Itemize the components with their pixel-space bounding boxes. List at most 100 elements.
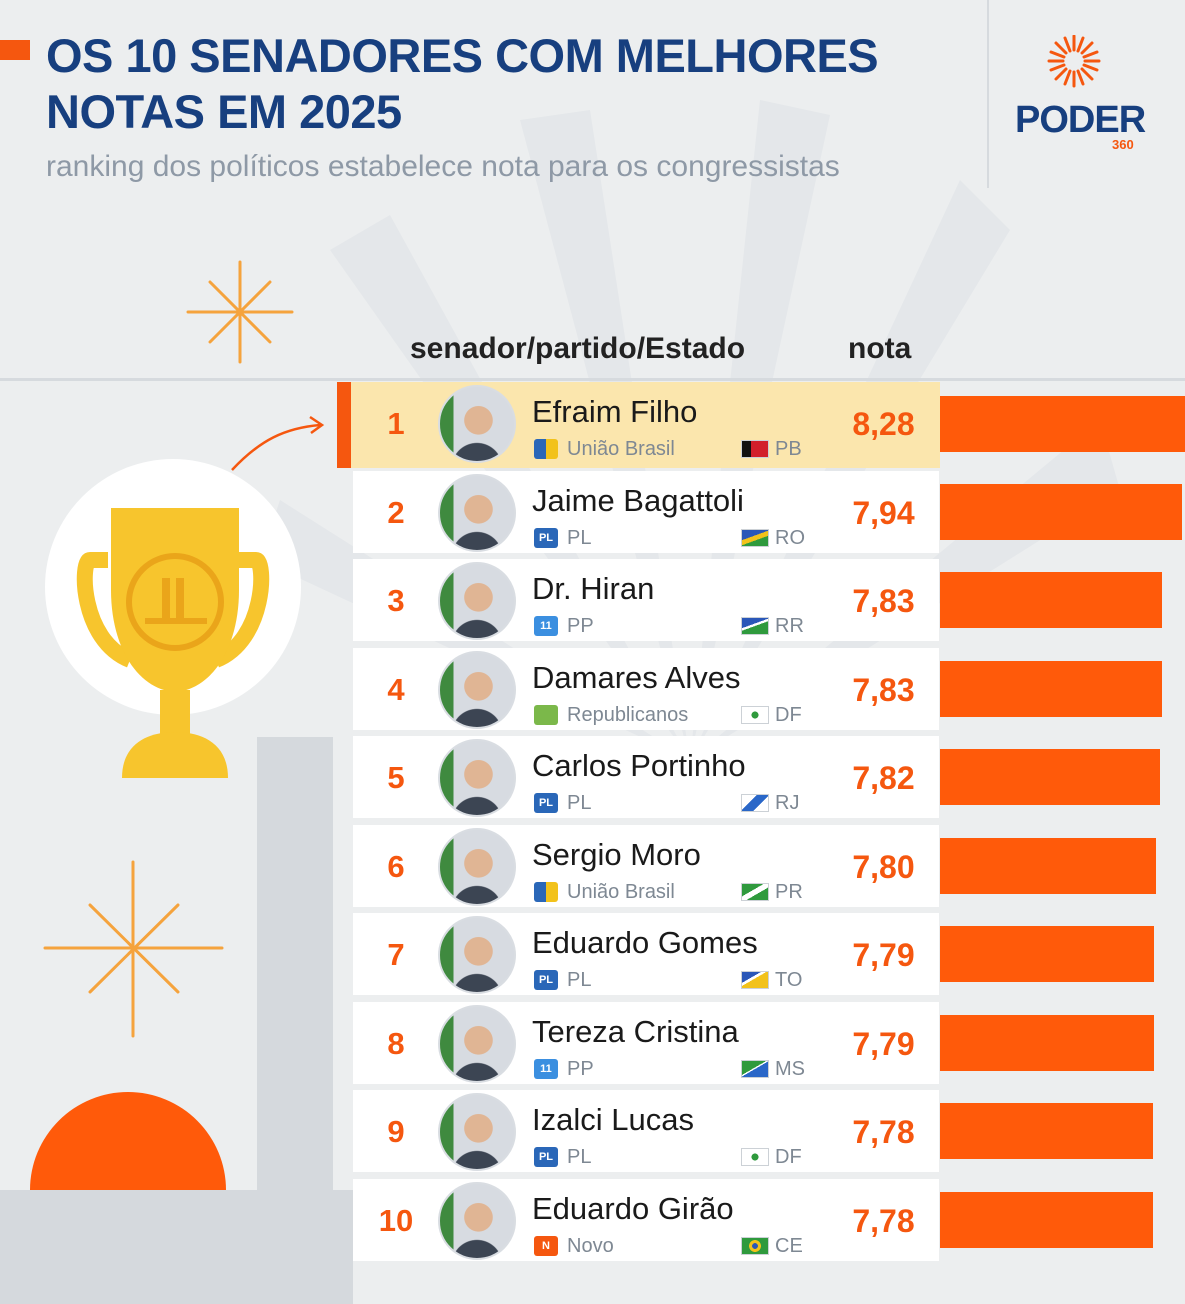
logo-text: PODER: [1015, 99, 1146, 141]
pp-icon: 11: [534, 616, 558, 636]
party: PL PL: [534, 792, 591, 814]
senator-row: 6 Sergio Moro União Brasil PR 7,80: [353, 825, 939, 907]
senator-name: Eduardo Gomes: [532, 925, 758, 960]
avatar: [438, 385, 516, 463]
score-label: 7,79: [852, 937, 915, 973]
page-subtitle: ranking dos políticos estabelece nota pa…: [46, 150, 840, 183]
score-bar: [940, 1192, 1153, 1248]
party-label: Republicanos: [567, 703, 689, 726]
flag-df-icon: [741, 706, 769, 724]
score-label: 8,28: [852, 406, 915, 442]
header-divider: [987, 0, 989, 188]
senator-row: 2 Jaime Bagattoli PL PL RO 7,94: [353, 471, 939, 553]
state: MS: [741, 1058, 805, 1080]
senator-name: Sergio Moro: [532, 837, 701, 872]
party: União Brasil: [534, 881, 675, 903]
score-label: 7,78: [852, 1114, 915, 1150]
party-label: União Brasil: [567, 437, 675, 460]
state-label: TO: [775, 968, 803, 991]
party: PL PL: [534, 527, 591, 549]
state: TO: [741, 969, 802, 991]
avatar: [438, 562, 516, 640]
party-label: PL: [567, 526, 592, 549]
sun-icon: [1047, 35, 1101, 88]
rank-label: 7: [387, 937, 405, 972]
score-label: 7,79: [852, 1026, 915, 1062]
rank-label: 2: [387, 495, 405, 530]
state: DF: [741, 704, 802, 726]
party: PL PL: [534, 969, 591, 991]
party: 11 PP: [534, 1058, 594, 1080]
uniao-brasil-icon: [534, 439, 558, 459]
pl-icon: PL: [534, 970, 558, 990]
senator-name: Eduardo Girão: [532, 1191, 734, 1226]
senator-row: 3 Dr. Hiran 11 PP RR 7,83: [353, 559, 939, 641]
score-label: 7,78: [852, 1203, 915, 1239]
flag-rr-icon: [741, 617, 769, 635]
state-label: RO: [775, 526, 805, 549]
flag-pr-icon: [741, 883, 769, 901]
score-bar: [940, 484, 1182, 540]
rank-label: 9: [387, 1114, 405, 1149]
flag-ro-icon: [741, 529, 769, 547]
state-label: RR: [775, 614, 804, 637]
novo-icon: N: [534, 1236, 558, 1256]
state: CE: [741, 1235, 803, 1257]
score-label: 7,82: [852, 760, 915, 796]
page-title: OS 10 SENADORES COM MELHORES NOTAS EM 20…: [46, 29, 879, 138]
score-bar: [940, 749, 1160, 805]
flag-df-icon: [741, 1148, 769, 1166]
state: RJ: [741, 792, 799, 814]
senator-row: 9 Izalci Lucas PL PL DF 7,78: [353, 1090, 939, 1172]
party-label: PP: [567, 614, 594, 637]
poder360-logo: PODER 360: [1010, 35, 1146, 160]
state: DF: [741, 1146, 802, 1168]
uniao-brasil-icon: [534, 882, 558, 902]
senator-row: 1 Efraim Filho União Brasil PB 8,28: [337, 382, 940, 468]
score-bar: [940, 1015, 1154, 1071]
rank-label: 10: [378, 1203, 414, 1238]
senator-row: 10 Eduardo Girão N Novo CE 7,78: [353, 1179, 939, 1261]
score-bar: [940, 838, 1156, 894]
senator-row: 5 Carlos Portinho PL PL RJ 7,82: [353, 736, 939, 818]
flag-ms-icon: [741, 1060, 769, 1078]
score-bar: [940, 396, 1185, 452]
avatar: [438, 1093, 516, 1171]
rank-label: 1: [387, 406, 405, 441]
party-label: Novo: [567, 1234, 614, 1257]
score-bar: [940, 926, 1154, 982]
rank-label: 4: [387, 672, 405, 707]
flag-rj-icon: [741, 794, 769, 812]
score-label: 7,94: [852, 495, 915, 531]
party: N Novo: [534, 1235, 614, 1257]
senator-name: Carlos Portinho: [532, 748, 746, 783]
flag-ce-icon: [741, 1237, 769, 1255]
senator-row: 7 Eduardo Gomes PL PL TO 7,79: [353, 913, 939, 995]
rank-label: 6: [387, 849, 405, 884]
senator-row: 4 Damares Alves Republicanos DF 7,83: [353, 648, 939, 730]
senator-name: Jaime Bagattoli: [532, 483, 744, 518]
avatar: [438, 916, 516, 994]
score-label: 7,83: [852, 583, 915, 619]
rank-label: 5: [387, 760, 405, 795]
score-bar: [940, 1103, 1153, 1159]
pl-icon: PL: [534, 793, 558, 813]
score-label: 7,83: [852, 672, 915, 708]
score-label: 7,80: [852, 849, 915, 885]
party-label: PL: [567, 1145, 592, 1168]
state: RO: [741, 527, 805, 549]
pl-icon: PL: [534, 1147, 558, 1167]
pl-icon: PL: [534, 528, 558, 548]
highlight-stripe: [337, 382, 351, 468]
rank-label: 8: [387, 1026, 405, 1061]
state-label: RJ: [775, 791, 800, 814]
pp-icon: 11: [534, 1059, 558, 1079]
party-label: União Brasil: [567, 880, 675, 903]
header-rule: [0, 378, 1185, 381]
senator-name: Dr. Hiran: [532, 571, 655, 606]
state-label: PB: [775, 437, 802, 460]
state-label: DF: [775, 1145, 802, 1168]
logo-sub: 360: [1112, 137, 1134, 152]
party: União Brasil: [534, 438, 675, 460]
avatar: [438, 828, 516, 906]
